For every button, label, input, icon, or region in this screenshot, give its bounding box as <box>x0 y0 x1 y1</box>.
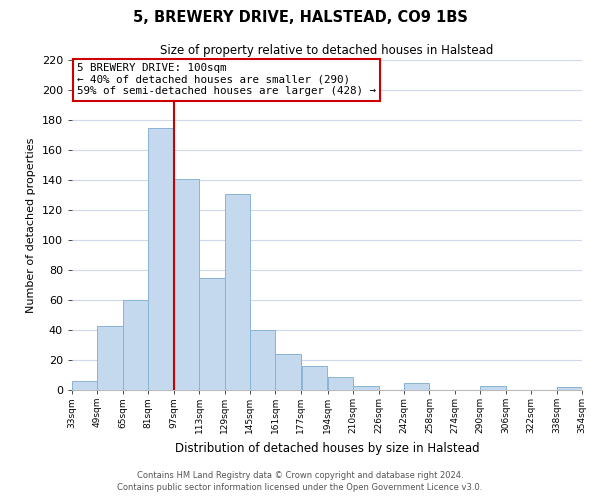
Bar <box>199 278 224 390</box>
Bar <box>173 178 199 390</box>
Bar <box>302 366 327 390</box>
Bar <box>328 376 353 390</box>
Bar <box>404 382 430 390</box>
Bar <box>148 128 173 390</box>
Bar <box>123 300 148 390</box>
Text: 5, BREWERY DRIVE, HALSTEAD, CO9 1BS: 5, BREWERY DRIVE, HALSTEAD, CO9 1BS <box>133 10 467 25</box>
Bar <box>353 386 379 390</box>
Text: 5 BREWERY DRIVE: 100sqm
← 40% of detached houses are smaller (290)
59% of semi-d: 5 BREWERY DRIVE: 100sqm ← 40% of detache… <box>77 64 376 96</box>
Bar <box>481 386 506 390</box>
Bar <box>250 330 275 390</box>
Bar <box>97 326 123 390</box>
Bar <box>557 387 582 390</box>
X-axis label: Distribution of detached houses by size in Halstead: Distribution of detached houses by size … <box>175 442 479 454</box>
Title: Size of property relative to detached houses in Halstead: Size of property relative to detached ho… <box>160 44 494 58</box>
Text: Contains HM Land Registry data © Crown copyright and database right 2024.: Contains HM Land Registry data © Crown c… <box>137 471 463 480</box>
Y-axis label: Number of detached properties: Number of detached properties <box>26 138 36 312</box>
Bar <box>224 194 250 390</box>
Bar <box>72 381 97 390</box>
Bar <box>275 354 301 390</box>
Text: Contains public sector information licensed under the Open Government Licence v3: Contains public sector information licen… <box>118 484 482 492</box>
